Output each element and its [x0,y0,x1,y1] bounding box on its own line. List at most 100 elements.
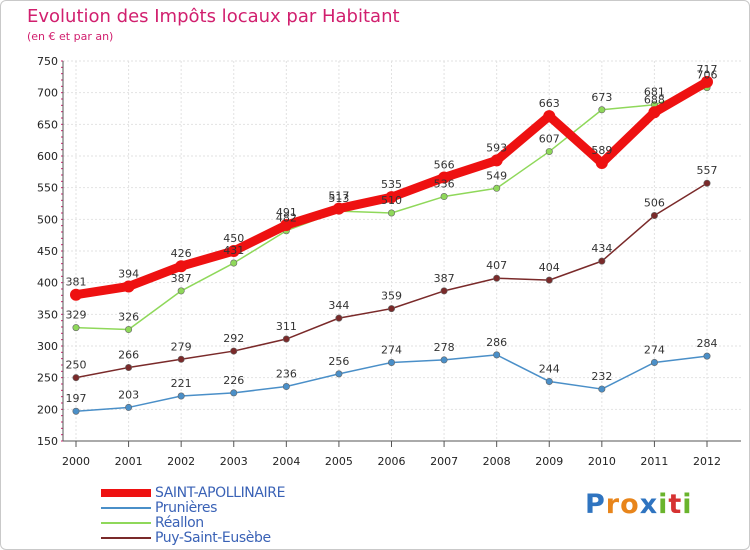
legend-swatch [101,521,151,524]
y-tick-label: 700 [37,87,58,100]
data-point-saint-apollinaire [595,156,608,169]
data-label-saint-apollinaire: 663 [539,97,560,110]
data-point-saint-apollinaire [701,75,713,88]
data-label-puy-saint-eus-be: 279 [171,340,192,353]
logo-letter: x [639,489,659,520]
logo-letter: P [585,489,606,520]
data-point-saint-apollinaire [122,280,135,293]
data-label-puy-saint-eus-be: 311 [276,320,297,333]
data-point-puy-saint-eus-be [72,374,80,382]
data-label-puy-saint-eus-be: 407 [486,259,507,272]
chart-subtitle: (en € et par an) [27,30,114,43]
data-point-puy-saint-eus-be [598,257,606,265]
data-label-pruni-res: 274 [644,343,665,356]
legend-item: SAINT-APOLLINAIRE [101,484,286,501]
y-tick-label: 400 [37,277,58,290]
data-point-r-allon [177,287,185,295]
legend-label: SAINT-APOLLINAIRE [155,484,286,501]
x-tick-label: 2004 [272,455,300,468]
data-label-r-allon: 329 [66,309,87,322]
data-point-r-allon [125,326,133,334]
logo-letter: r [605,489,621,520]
proxiti-logo: Proxiti [585,489,693,520]
y-tick-label: 550 [37,182,58,195]
legend: SAINT-APOLLINAIRE Prunières Réallon Puy-Sai… [101,484,286,546]
data-point-saint-apollinaire [175,260,188,273]
data-point-puy-saint-eus-be [703,179,711,187]
data-label-r-allon: 607 [539,133,560,146]
data-label-pruni-res: 203 [118,388,139,401]
data-point-saint-apollinaire [385,191,398,204]
data-point-r-allon [545,148,553,156]
data-point-pruni-res [230,389,238,397]
data-label-saint-apollinaire: 566 [434,159,455,172]
data-label-pruni-res: 274 [381,343,402,356]
y-tick-label: 450 [37,245,58,258]
data-label-r-allon: 387 [171,272,192,285]
y-tick-label: 650 [37,118,58,131]
data-label-saint-apollinaire: 491 [276,206,297,219]
data-point-pruni-res [177,392,185,400]
y-tick-label: 150 [37,435,58,448]
data-label-r-allon: 681 [644,86,665,99]
data-label-puy-saint-eus-be: 344 [328,299,349,312]
data-point-r-allon [493,184,501,192]
data-point-pruni-res [440,356,448,364]
data-point-saint-apollinaire [70,288,82,301]
data-label-puy-saint-eus-be: 266 [118,349,139,362]
y-tick-label: 350 [37,308,58,321]
data-label-pruni-res: 226 [223,374,244,387]
data-point-r-allon [440,193,448,201]
y-tick-label: 500 [37,213,58,226]
data-label-r-allon: 706 [697,69,718,82]
y-tick-label: 200 [37,403,58,416]
legend-label: Puy-Saint-Eusèbe [155,529,271,546]
x-tick-label: 2008 [483,455,511,468]
data-label-pruni-res: 278 [434,341,455,354]
legend-label: Prunières [155,499,217,516]
data-label-saint-apollinaire: 426 [171,247,192,260]
legend-label: Réallon [155,514,204,531]
data-point-pruni-res [282,383,290,391]
data-label-r-allon: 536 [434,178,455,191]
y-tick-label: 750 [37,55,58,68]
data-label-r-allon: 326 [118,311,139,324]
data-point-pruni-res [387,358,395,366]
logo-letter: i [682,489,693,520]
x-tick-label: 2011 [640,455,668,468]
data-label-r-allon: 549 [486,169,507,182]
data-label-pruni-res: 286 [486,336,507,349]
data-label-puy-saint-eus-be: 250 [66,359,87,372]
data-point-pruni-res [72,407,80,415]
data-label-saint-apollinaire: 450 [223,232,244,245]
data-label-saint-apollinaire: 593 [486,141,507,154]
x-tick-label: 2001 [115,455,143,468]
legend-item: Réallon [101,514,285,531]
data-point-pruni-res [545,377,553,385]
data-point-saint-apollinaire [543,110,556,123]
data-label-r-allon: 673 [591,91,612,104]
logo-letter: t [668,489,683,520]
data-label-saint-apollinaire: 535 [381,178,402,191]
legend-swatch [101,506,151,509]
data-point-pruni-res [703,352,711,360]
data-label-pruni-res: 244 [539,362,560,375]
data-point-saint-apollinaire [438,171,451,184]
data-label-pruni-res: 236 [276,368,297,381]
data-label-saint-apollinaire: 717 [697,63,718,76]
x-tick-label: 2010 [588,455,616,468]
x-tick-label: 2006 [378,455,406,468]
data-point-puy-saint-eus-be [650,212,658,220]
legend-item: Puy-Saint-Eusèbe [101,529,285,546]
data-label-saint-apollinaire: 394 [118,267,139,280]
data-point-saint-apollinaire [227,245,240,257]
data-point-puy-saint-eus-be [493,274,501,282]
y-tick-label: 250 [37,372,58,385]
x-tick-label: 2000 [62,455,90,468]
data-point-pruni-res [650,358,658,366]
data-label-puy-saint-eus-be: 506 [644,197,665,210]
data-label-pruni-res: 221 [171,377,192,390]
data-label-puy-saint-eus-be: 434 [591,242,612,255]
data-point-pruni-res [125,403,133,411]
